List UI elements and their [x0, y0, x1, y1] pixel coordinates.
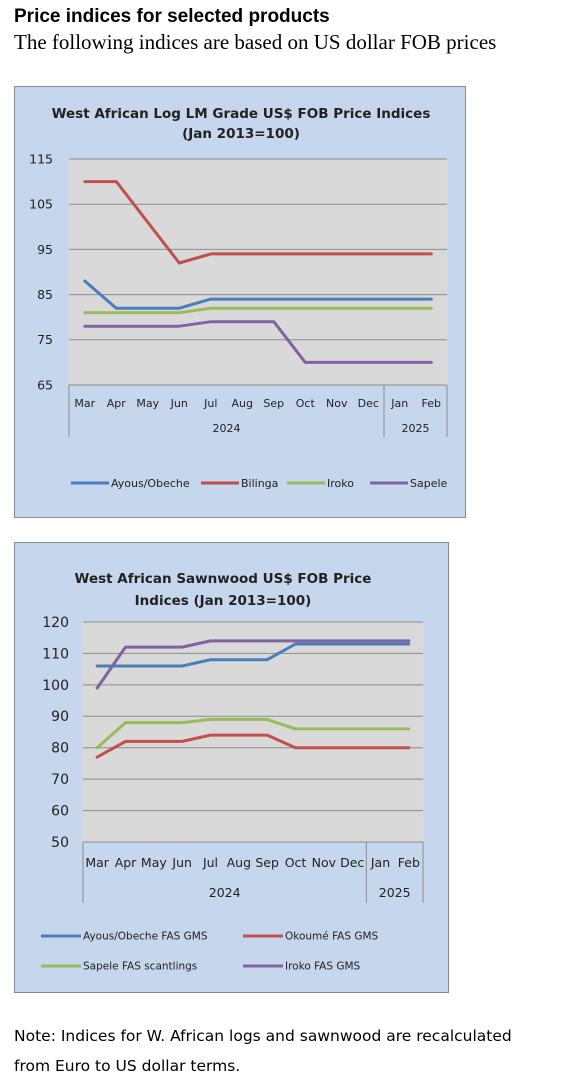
series-line: [95, 717, 411, 750]
log-price-chart-svg: West African Log LM Grade US$ FOB Price …: [29, 106, 448, 490]
legend-label: Bilinga: [241, 477, 278, 490]
x-tick-label: Aug: [227, 855, 251, 870]
x-tick-label: Feb: [422, 397, 441, 410]
y-tick-label: 110: [42, 646, 69, 662]
series-line: [95, 733, 411, 759]
y-tick-label: 100: [42, 678, 69, 694]
legend-label: Sapele: [410, 477, 448, 490]
x-tick-label: Aug: [232, 397, 253, 410]
y-tick-label: 65: [37, 377, 53, 392]
x-tick-label: Dec: [358, 397, 379, 410]
x-tick-label: Jun: [170, 397, 188, 410]
x-tick-label: Jan: [390, 397, 408, 410]
x-tick-label: Dec: [340, 855, 364, 870]
y-tick-label: 120: [42, 615, 69, 631]
x-tick-label: Jul: [202, 855, 218, 870]
y-tick-label: 105: [29, 197, 53, 212]
x-tick-label: May: [141, 855, 167, 870]
series-line: [83, 279, 433, 310]
series-line: [95, 642, 411, 668]
year-group-label: 2025: [379, 885, 411, 900]
x-tick-label: Jul: [203, 397, 217, 410]
x-tick-label: Nov: [312, 855, 337, 870]
x-tick-label: Apr: [107, 397, 127, 410]
note-line-2: from Euro to US dollar terms.: [14, 1057, 241, 1075]
chart-title-line: West African Sawnwood US$ FOB Price: [75, 571, 372, 587]
x-tick-label: May: [136, 397, 159, 410]
x-tick-label: Jun: [171, 855, 192, 870]
legend-label: Ayous/Obeche FAS GMS: [83, 931, 208, 943]
x-tick-label: Oct: [285, 855, 307, 870]
sawnwood-price-chart-svg: West African Sawnwood US$ FOB Price Indic…: [41, 571, 424, 973]
y-tick-label: 50: [51, 835, 69, 851]
chart-title-line: West African Log LM Grade US$ FOB Price …: [52, 106, 431, 122]
series-line: [83, 306, 433, 315]
note-line-1: Note: Indices for W. African logs and sa…: [14, 1027, 512, 1045]
chart-title-line: Indices (Jan 2013=100): [135, 593, 312, 609]
log-price-chart: West African Log LM Grade US$ FOB Price …: [14, 86, 466, 518]
chart-title-line: (Jan 2013=100): [182, 126, 300, 142]
y-tick-label: 90: [51, 709, 69, 725]
series-line: [83, 180, 433, 265]
y-tick-label: 80: [51, 741, 69, 757]
x-tick-label: Oct: [296, 397, 316, 410]
x-tick-label: Feb: [398, 855, 420, 870]
x-tick-label: Apr: [115, 855, 137, 870]
y-tick-label: 75: [37, 332, 53, 347]
x-tick-label: Mar: [74, 397, 95, 410]
y-tick-label: 85: [37, 287, 53, 302]
y-tick-label: 95: [37, 242, 53, 257]
sawnwood-price-chart: West African Sawnwood US$ FOB Price Indic…: [14, 542, 449, 993]
x-tick-label: Nov: [326, 397, 348, 410]
legend-label: Okoumé FAS GMS: [285, 931, 379, 943]
x-tick-label: Jan: [370, 855, 390, 870]
x-tick-label: Sep: [263, 397, 284, 410]
year-group-label: 2025: [402, 422, 430, 435]
year-group-label: 2024: [213, 422, 241, 435]
y-tick-label: 70: [51, 772, 69, 788]
legend-label: Ayous/Obeche: [111, 477, 190, 490]
plot-area: [68, 158, 448, 386]
year-group-label: 2024: [209, 885, 241, 900]
legend-label: Sapele FAS scantlings: [83, 961, 197, 973]
plot-area: [82, 621, 424, 843]
y-tick-label: 115: [29, 151, 53, 166]
x-tick-label: Mar: [85, 855, 109, 870]
y-tick-label: 60: [51, 803, 69, 819]
legend-label: Iroko: [327, 477, 354, 490]
page-title: Price indices for selected products: [14, 6, 330, 27]
series-line: [95, 639, 411, 690]
page-subtitle: The following indices are based on US do…: [14, 30, 497, 54]
legend-label: Iroko FAS GMS: [285, 961, 361, 973]
x-tick-label: Sep: [255, 855, 279, 870]
series-line: [83, 320, 433, 364]
